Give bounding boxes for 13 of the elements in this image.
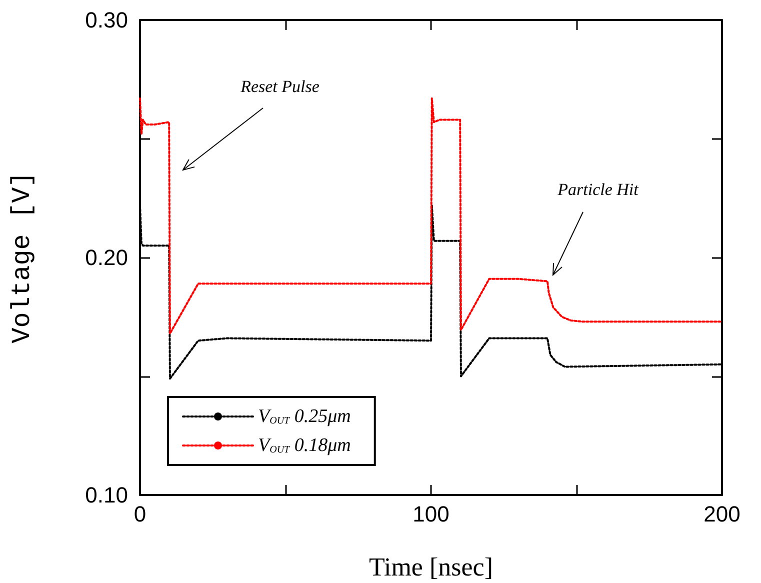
x-tick-label: 200 xyxy=(704,502,740,526)
x-axis-title: Time [nsec] xyxy=(369,552,493,582)
legend-label: VOUT 0.25μm xyxy=(258,406,351,427)
annotation: Particle Hit xyxy=(556,180,640,199)
y-axis-title: Voltage [V] xyxy=(7,172,37,344)
x-tick-label: 100 xyxy=(412,502,450,526)
x-tick-label: 0 xyxy=(134,502,146,526)
y-tick-label: 0.20 xyxy=(85,245,128,270)
legend-label: VOUT 0.18μm xyxy=(258,435,351,456)
annotation: Reset Pulse xyxy=(240,77,320,96)
line-series xyxy=(139,97,723,334)
y-tick-label: 0.10 xyxy=(85,482,128,508)
y-tick-label: 0.30 xyxy=(85,8,128,32)
